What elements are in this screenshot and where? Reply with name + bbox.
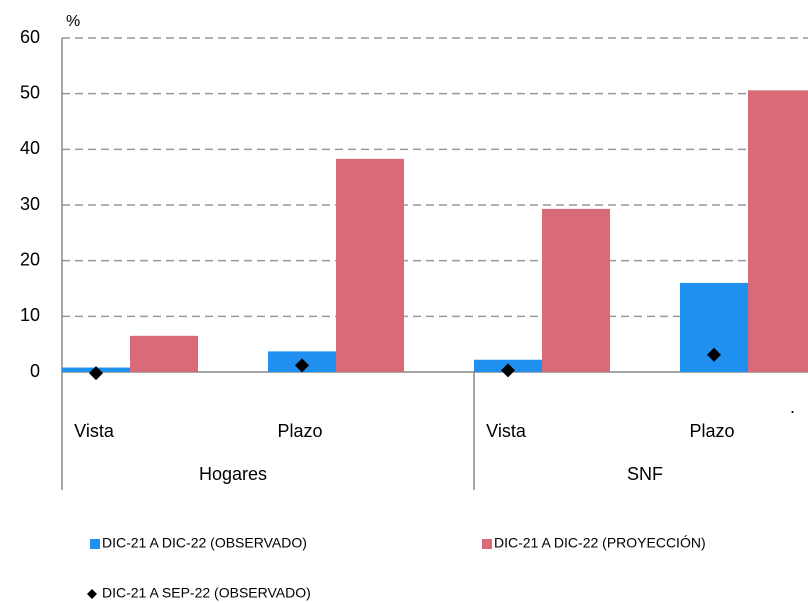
group-label: Hogares — [199, 464, 267, 484]
y-tick-label: 30 — [20, 194, 40, 214]
bar — [336, 158, 404, 372]
marker — [501, 363, 515, 378]
marker — [295, 358, 309, 373]
group-label: SNF — [627, 464, 663, 484]
x-tick-label: Vista — [486, 421, 527, 441]
legend-swatch — [482, 539, 492, 549]
bar — [542, 208, 610, 372]
legend-marker — [87, 589, 97, 599]
y-tick-label: 60 — [20, 27, 40, 47]
y-unit: % — [66, 13, 80, 30]
legend-label: DIC-21 A SEP-22 (OBSERVADO) — [102, 585, 311, 601]
x-tick-label: Vista — [74, 421, 115, 441]
y-tick-label: 20 — [20, 249, 40, 269]
legend-label: DIC-21 A DIC-22 (OBSERVADO) — [102, 535, 307, 551]
x-tick-label: Plazo — [689, 421, 734, 441]
legend-label: DIC-21 A DIC-22 (PROYECCIÓN) — [494, 535, 706, 551]
y-tick-label: 50 — [20, 82, 40, 102]
y-tick-label: 10 — [20, 305, 40, 325]
x-tick-label: Plazo — [277, 421, 322, 441]
marker — [707, 347, 721, 362]
annotation: . — [790, 397, 795, 417]
legend-swatch — [90, 539, 100, 549]
bar — [748, 90, 808, 373]
y-tick-label: 0 — [30, 361, 40, 381]
marker — [89, 366, 103, 381]
y-tick-label: 40 — [20, 138, 40, 158]
bar — [130, 335, 198, 372]
